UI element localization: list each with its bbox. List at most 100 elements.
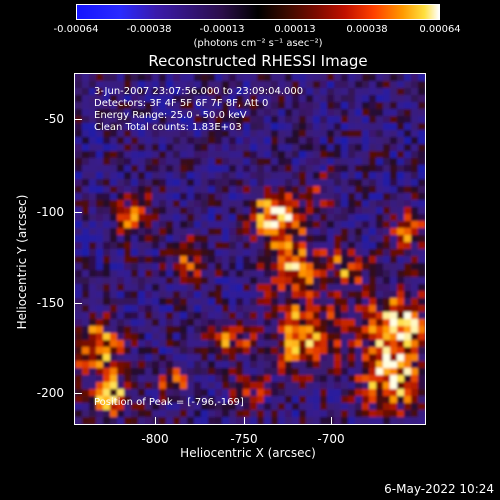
image-pixel [131,270,139,278]
image-pixel [96,137,104,145]
image-pixel [334,109,342,117]
image-pixel [166,109,174,117]
image-pixel [187,158,195,166]
image-pixel [341,417,349,424]
image-pixel [285,382,293,390]
image-pixel [397,326,405,334]
image-pixel [390,109,398,117]
image-pixel [383,151,391,159]
image-pixel [110,340,118,348]
image-pixel [292,242,300,250]
image-pixel [292,270,300,278]
image-pixel [159,361,167,369]
image-pixel [145,256,153,264]
image-pixel [166,88,174,96]
image-pixel [306,403,314,411]
image-pixel [299,312,307,320]
image-pixel [89,361,97,369]
image-pixel [362,347,370,355]
image-pixel [404,102,412,110]
image-pixel [82,396,90,404]
image-pixel [369,123,377,131]
image-pixel [222,410,230,418]
image-pixel [404,221,412,229]
image-pixel [327,270,335,278]
image-pixel [313,347,321,355]
image-pixel [369,137,377,145]
image-pixel [82,340,90,348]
image-pixel [355,102,363,110]
image-pixel [75,130,83,138]
image-pixel [306,375,314,383]
image-pixel [110,305,118,313]
y-axis-label: Heliocentric Y (arcsec) [15,194,29,330]
image-pixel [194,158,202,166]
image-pixel [236,109,244,117]
image-pixel [89,228,97,236]
image-pixel [376,95,384,103]
image-pixel [89,396,97,404]
image-pixel [341,200,349,208]
image-pixel [411,116,419,124]
image-pixel [390,417,398,424]
image-pixel [418,389,425,397]
image-pixel [152,235,160,243]
image-pixel [82,270,90,278]
image-pixel [138,214,146,222]
image-pixel [201,158,209,166]
image-pixel [397,116,405,124]
image-pixel [75,88,83,96]
image-pixel [369,214,377,222]
image-pixel [341,109,349,117]
image-pixel [292,214,300,222]
image-pixel [124,361,132,369]
image-pixel [411,333,419,341]
image-pixel [278,298,286,306]
image-pixel [215,88,223,96]
image-pixel [292,158,300,166]
image-pixel [390,74,398,82]
image-pixel [376,256,384,264]
image-pixel [159,151,167,159]
image-pixel [397,389,405,397]
image-pixel [194,88,202,96]
image-pixel [376,102,384,110]
image-pixel [138,326,146,334]
image-pixel [306,298,314,306]
image-pixel [236,403,244,411]
image-pixel [222,158,230,166]
image-pixel [264,298,272,306]
image-pixel [75,193,83,201]
image-pixel [145,116,153,124]
image-pixel [180,109,188,117]
image-pixel [250,193,258,201]
image-pixel [334,319,342,327]
image-pixel [348,228,356,236]
image-pixel [180,410,188,418]
image-pixel [222,396,230,404]
image-pixel [404,319,412,327]
image-pixel [306,172,314,180]
image-pixel [383,375,391,383]
image-pixel [285,298,293,306]
image-pixel [362,277,370,285]
image-pixel [383,305,391,313]
image-pixel [264,158,272,166]
image-pixel [271,228,279,236]
image-pixel [257,207,265,215]
image-pixel [285,137,293,145]
image-pixel [201,137,209,145]
image-pixel [131,284,139,292]
image-pixel [376,326,384,334]
image-pixel [369,81,377,89]
image-pixel [397,74,405,82]
image-pixel [411,186,419,194]
image-pixel [180,249,188,257]
image-pixel [159,270,167,278]
image-pixel [278,193,286,201]
image-pixel [418,242,425,250]
image-pixel [243,109,251,117]
image-pixel [334,116,342,124]
image-pixel [320,291,328,299]
image-pixel [138,256,146,264]
